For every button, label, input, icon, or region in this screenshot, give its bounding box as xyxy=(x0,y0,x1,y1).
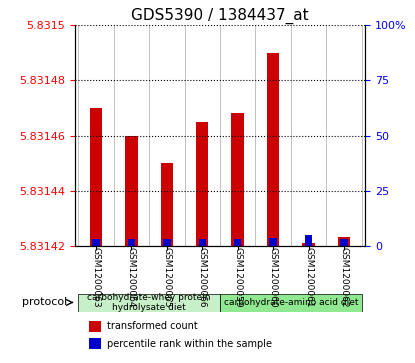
Bar xyxy=(232,114,244,246)
Text: GSM1200066: GSM1200066 xyxy=(198,247,207,308)
Text: carbohydrate-whey protein
hydrolysate diet: carbohydrate-whey protein hydrolysate di… xyxy=(87,293,211,312)
Text: GSM1200062: GSM1200062 xyxy=(339,247,349,308)
Bar xyxy=(302,243,315,246)
Bar xyxy=(90,108,102,246)
Bar xyxy=(305,234,312,246)
Title: GDS5390 / 1384437_at: GDS5390 / 1384437_at xyxy=(131,8,309,24)
Text: GSM1200065: GSM1200065 xyxy=(162,247,171,308)
Text: GSM1200064: GSM1200064 xyxy=(127,247,136,308)
Text: transformed count: transformed count xyxy=(107,321,198,331)
Text: GSM1200061: GSM1200061 xyxy=(304,247,313,308)
Text: GSM1200063: GSM1200063 xyxy=(91,247,100,308)
Bar xyxy=(234,239,242,246)
Text: GSM1200059: GSM1200059 xyxy=(233,247,242,308)
Bar xyxy=(267,53,279,246)
Bar xyxy=(163,239,171,246)
Bar xyxy=(125,135,138,246)
Bar xyxy=(269,238,277,246)
Bar xyxy=(340,239,348,246)
Text: protocol: protocol xyxy=(22,297,68,307)
Text: carbohydrate-amino acid diet: carbohydrate-amino acid diet xyxy=(224,298,358,307)
Bar xyxy=(128,239,135,246)
Text: percentile rank within the sample: percentile rank within the sample xyxy=(107,339,272,348)
FancyBboxPatch shape xyxy=(220,294,361,312)
Bar xyxy=(338,237,350,246)
Bar xyxy=(89,338,101,349)
Bar xyxy=(196,122,208,246)
Bar xyxy=(161,163,173,246)
Bar xyxy=(89,321,101,331)
FancyBboxPatch shape xyxy=(78,294,220,312)
Bar xyxy=(92,239,100,246)
Text: GSM1200060: GSM1200060 xyxy=(269,247,278,308)
Bar xyxy=(198,239,206,246)
